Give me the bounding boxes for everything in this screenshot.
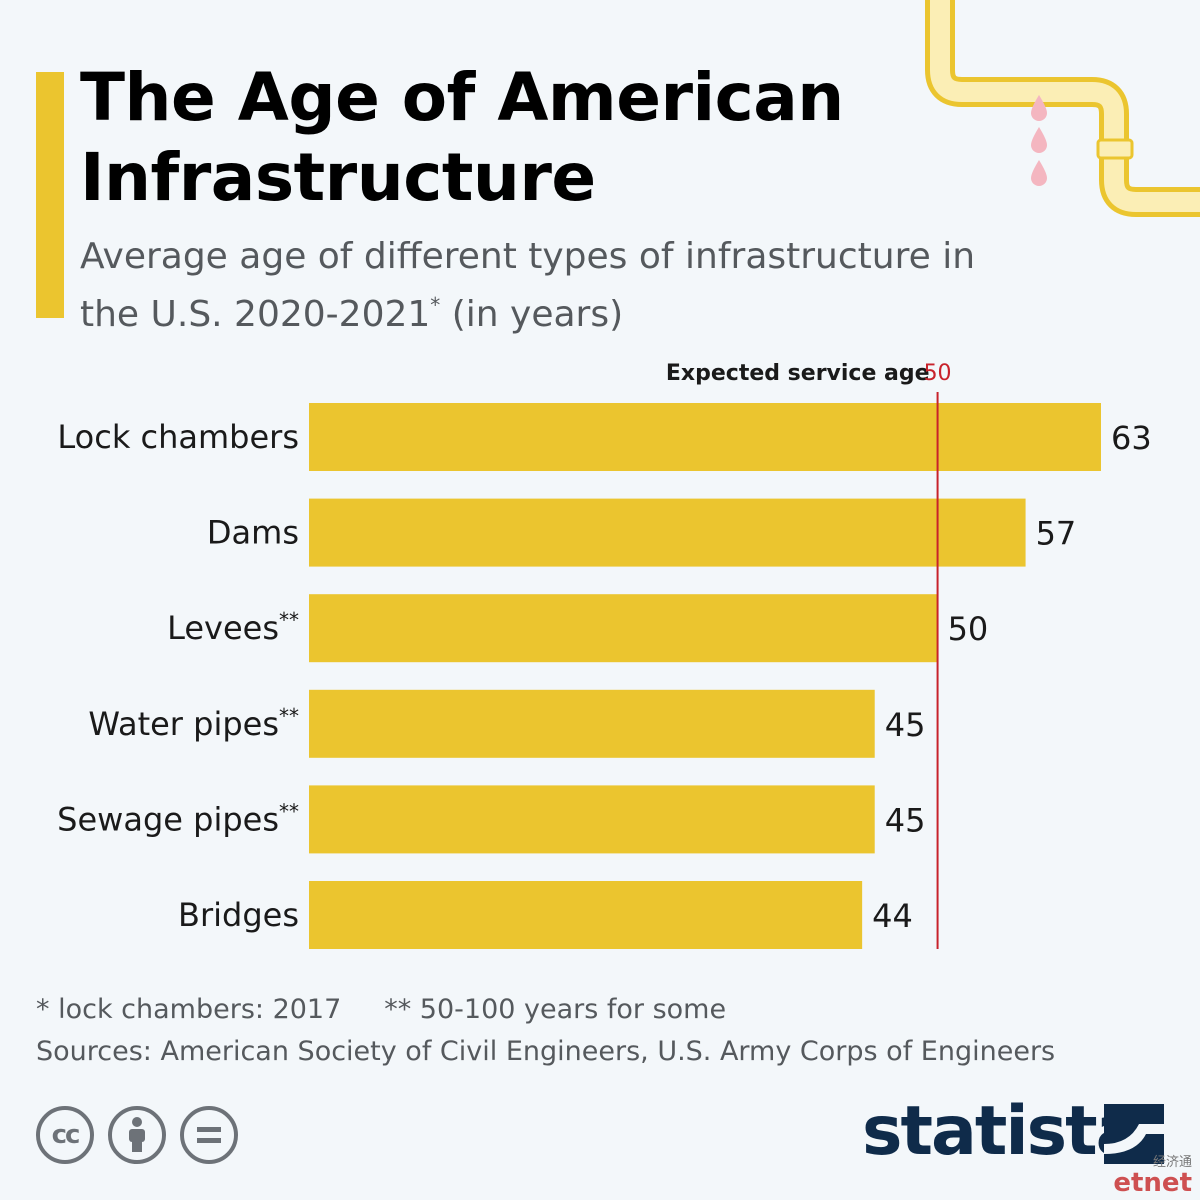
leaking-pipe-icon <box>925 0 1200 217</box>
value-label: 63 <box>1111 419 1152 457</box>
statista-mark-icon <box>1104 1104 1164 1164</box>
category-label: Bridges <box>178 896 299 934</box>
bar-dams <box>309 498 1026 567</box>
bar-lock-chambers <box>309 403 1101 471</box>
category-label: Lock chambers <box>57 418 299 456</box>
category-label: Sewage pipes** <box>57 799 299 838</box>
chart-subtitle: Average age of different types of infras… <box>80 233 980 339</box>
value-label: 45 <box>885 801 926 839</box>
no-derivatives-icon[interactable] <box>180 1106 238 1164</box>
water-drop-icon <box>1031 95 1047 121</box>
watermark-cn: 经济通 <box>1152 1155 1192 1170</box>
value-label: 57 <box>1036 515 1077 553</box>
subtitle-unit: (in years) <box>451 294 624 335</box>
chart-title: The Age of American Infrastructure <box>80 59 844 216</box>
bar-sewage-pipes <box>309 785 875 854</box>
reference-line-label: Expected service age <box>666 361 930 386</box>
bar-levees <box>309 594 938 663</box>
water-drop-icon <box>1031 160 1047 186</box>
bar-water-pipes <box>309 689 875 758</box>
category-label: Water pipes** <box>88 704 299 743</box>
subtitle-footnote-mark: * <box>430 293 441 317</box>
sources-text: Sources: American Society of Civil Engin… <box>36 1036 1056 1067</box>
category-label: Dams <box>207 514 299 552</box>
footnote-lock-chambers: * lock chambers: 2017 <box>36 994 342 1025</box>
creative-commons-icon[interactable]: cc <box>36 1106 94 1164</box>
subtitle-text: Average age of different types of infras… <box>80 236 976 335</box>
water-drop-icon <box>1031 127 1047 153</box>
title-accent-bar <box>36 72 64 318</box>
footnotes: * lock chambers: 2017 ** 50-100 years fo… <box>36 990 726 1030</box>
bar-bridges <box>309 881 863 949</box>
reference-line-value: 50 <box>924 361 952 386</box>
bars-layer: Lock chambers 63 Dams 57 Levees** 50 Water pip… <box>57 403 1152 949</box>
attribution-icon[interactable] <box>108 1106 166 1164</box>
value-label: 45 <box>885 706 926 744</box>
value-label: 44 <box>872 897 913 935</box>
statista-logo[interactable]: statista <box>862 1092 1142 1171</box>
category-label: Levees** <box>167 608 299 647</box>
value-label: 50 <box>948 610 989 648</box>
footnote-range: ** 50-100 years for some <box>384 994 727 1025</box>
etnet-watermark: etnet <box>1113 1168 1192 1198</box>
